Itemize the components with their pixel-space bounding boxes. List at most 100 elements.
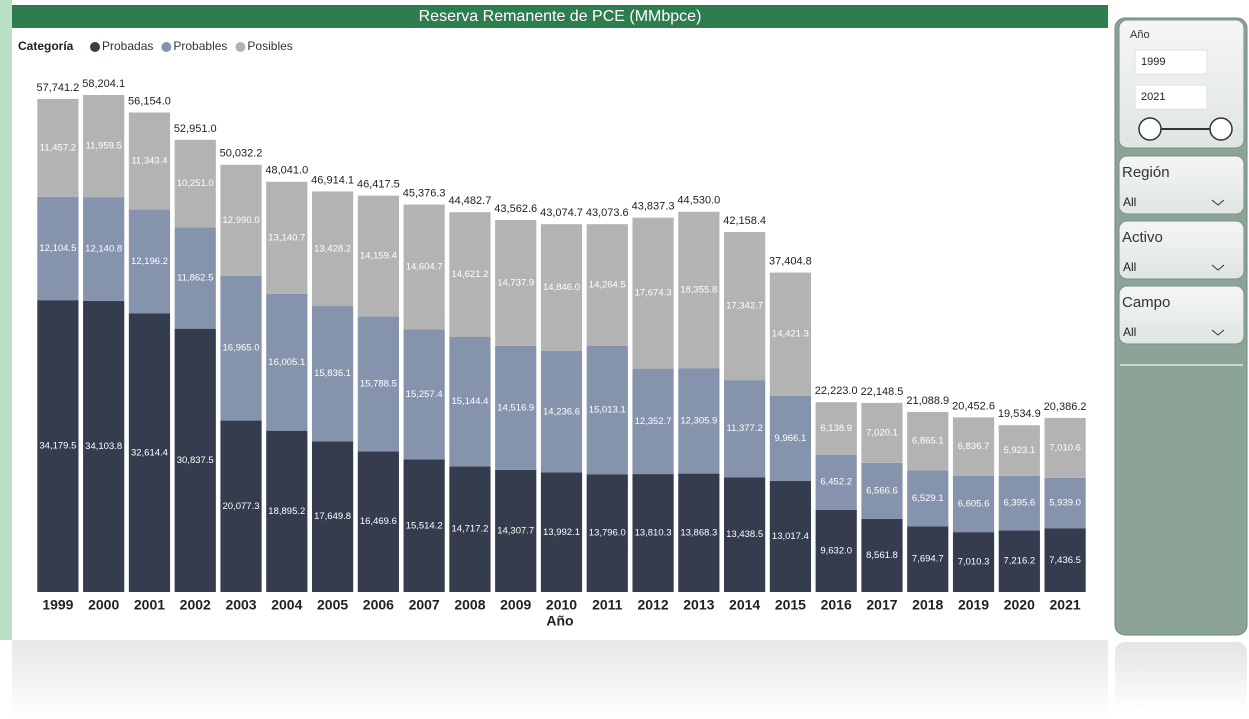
- bar-segment: [220, 164, 262, 276]
- bar-segment: [174, 328, 216, 592]
- x-tick-label: 2020: [1004, 597, 1035, 613]
- year-from-box[interactable]: [1134, 49, 1208, 75]
- segment-label: 7,010.6: [1049, 442, 1081, 453]
- bar-segment: [540, 472, 583, 592]
- bar-segment: [495, 345, 537, 470]
- segment-label: 7,694.7: [912, 554, 944, 565]
- year-to-box[interactable]: [1134, 84, 1208, 110]
- bar-segment: [403, 204, 445, 330]
- segment-label: 12,196.2: [131, 256, 168, 267]
- bar-segment: [952, 417, 995, 476]
- segment-label: 13,428.2: [314, 243, 351, 254]
- segment-label: 15,257.4: [406, 389, 443, 400]
- segment-label: 9,632.0: [820, 545, 852, 556]
- segment-label: 20,077.3: [223, 501, 260, 512]
- bar-segment: [678, 211, 720, 369]
- bar-segment: [1044, 477, 1086, 529]
- reflection: [12, 640, 1108, 719]
- bar-segment: [769, 272, 812, 396]
- bar-segment: [678, 473, 720, 592]
- bar-segment: [907, 526, 949, 592]
- segment-label: 12,305.9: [680, 416, 717, 427]
- total-label: 37,404.8: [769, 256, 812, 268]
- segment-label: 15,836.1: [314, 368, 351, 379]
- bar-segment: [220, 420, 262, 592]
- bar-segment: [861, 402, 903, 463]
- dropdown-chevron[interactable]: [1211, 199, 1225, 206]
- total-label: 43,074.7: [540, 207, 583, 219]
- dropdown-value[interactable]: All: [1123, 260, 1136, 274]
- bar-segment: [815, 402, 857, 455]
- segment-label: 12,990.0: [223, 215, 260, 226]
- x-tick-label: 2013: [683, 597, 714, 613]
- slider-handle[interactable]: [1209, 117, 1233, 141]
- x-tick-label: 2002: [180, 597, 211, 613]
- legend-swatch: [235, 42, 246, 52]
- total-label: 48,041.0: [265, 165, 308, 177]
- bar-segment: [495, 220, 537, 346]
- segment-label: 6,865.1: [912, 436, 944, 447]
- total-label: 46,417.5: [357, 179, 400, 191]
- segment-label: 13,796.0: [589, 528, 626, 539]
- x-tick-label: 2000: [88, 597, 119, 613]
- segment-label: 16,965.0: [223, 343, 260, 354]
- bar-segment: [769, 395, 812, 481]
- segment-label: 13,810.3: [635, 528, 672, 539]
- chart-title: Reserva Remanente de PCE (MMbpce): [419, 8, 702, 25]
- segment-label: 5,923.1: [1003, 445, 1035, 456]
- dropdowns: Región All Activo All Campo All: [1118, 155, 1245, 345]
- dropdown-value[interactable]: All: [1123, 195, 1136, 209]
- x-tick-label: 2005: [317, 597, 348, 613]
- segment-label: 6,138.9: [820, 423, 852, 434]
- segment-label: 13,868.3: [680, 527, 717, 538]
- dropdown-label: Campo: [1122, 294, 1170, 311]
- segment-label: 5,939.0: [1049, 498, 1081, 509]
- x-axis-title: Año: [546, 613, 573, 629]
- x-tick-label: 1999: [42, 597, 73, 613]
- slider-handle[interactable]: [1138, 117, 1162, 141]
- segment-label: 15,788.5: [360, 378, 397, 389]
- bar-segment: [1044, 417, 1086, 478]
- segment-label: 13,438.5: [726, 529, 763, 540]
- dropdown-chevron[interactable]: [1211, 264, 1225, 271]
- year-from[interactable]: 1999: [1141, 56, 1165, 68]
- total-label: 58,204.1: [82, 78, 125, 90]
- dropdown-value[interactable]: All: [1123, 325, 1136, 339]
- bar-segment: [907, 411, 949, 471]
- bar-segment: [128, 313, 171, 592]
- segment-label: 17,342.7: [726, 301, 763, 312]
- bar-segment: [83, 300, 125, 592]
- bar-segment: [632, 368, 674, 475]
- dropdown-label: Activo: [1122, 229, 1163, 246]
- bar-segment: [769, 480, 812, 592]
- total-label: 20,452.6: [952, 400, 995, 412]
- segment-label: 14,846.0: [543, 282, 580, 293]
- bar-segment: [998, 475, 1040, 531]
- panel-reflection: [1115, 642, 1247, 712]
- bar-segment: [357, 195, 399, 317]
- dropdown-card: [1118, 285, 1245, 345]
- bar-segment: [998, 530, 1040, 592]
- segment-label: 12,104.5: [39, 243, 76, 254]
- segment-label: 14,604.7: [406, 261, 443, 272]
- bar-segment: [449, 212, 491, 338]
- legend-label: Probables: [173, 39, 227, 53]
- dropdown-label: Región: [1122, 164, 1170, 181]
- dropdown-card: [1118, 155, 1245, 215]
- total-label: 52,951.0: [174, 123, 217, 135]
- segment-label: 18,355.8: [680, 285, 717, 296]
- bar-segment: [311, 306, 354, 442]
- x-tick-label: 2012: [637, 597, 668, 613]
- segment-label: 9,966.1: [775, 433, 807, 444]
- bar-segment: [37, 300, 79, 592]
- year-to[interactable]: 2021: [1141, 91, 1165, 103]
- bar-segment: [449, 337, 491, 467]
- bar-segment: [495, 469, 537, 592]
- year-label: Año: [1130, 29, 1150, 41]
- bar-segment: [220, 275, 262, 421]
- bar-segment: [586, 346, 628, 475]
- total-label: 43,562.6: [494, 203, 537, 215]
- segment-label: 12,352.7: [635, 416, 672, 427]
- dropdown-chevron[interactable]: [1211, 329, 1225, 336]
- segment-label: 6,395.6: [1003, 498, 1035, 509]
